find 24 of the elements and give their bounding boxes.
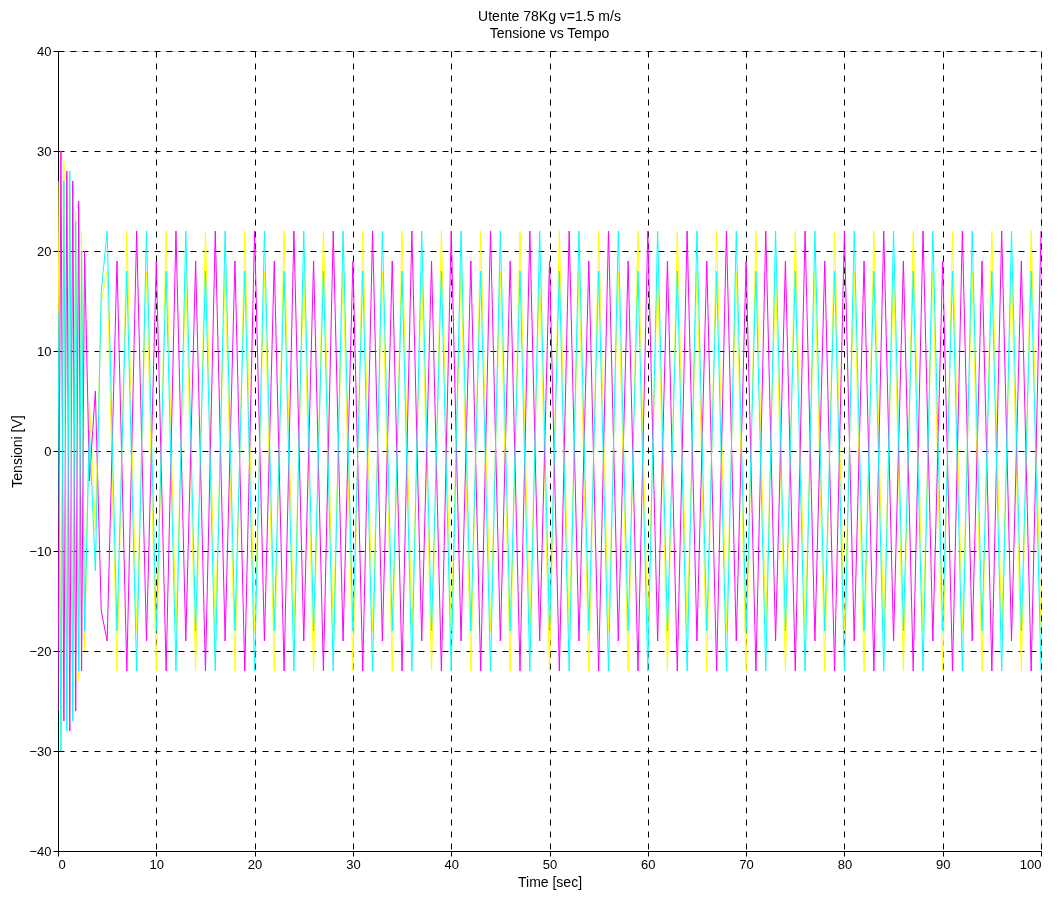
x-tick-label: 60 — [641, 856, 656, 872]
x-axis-title: Time [sec] — [517, 873, 583, 890]
y-tick-label: −40 — [29, 843, 52, 859]
y-tick-label: −10 — [29, 543, 52, 559]
y-tick-label: 30 — [37, 143, 52, 159]
x-tick-label: 30 — [346, 856, 361, 872]
y-axis-title: Tensioni [V] — [9, 415, 26, 488]
x-tick-label: 20 — [247, 856, 263, 872]
y-tick-label: −30 — [29, 743, 52, 759]
x-tick-label: 0 — [58, 856, 66, 872]
x-tick-label: 40 — [444, 856, 459, 872]
x-tick-label: 70 — [739, 856, 754, 872]
chart-subtitle: Tensione vs Tempo — [489, 25, 610, 41]
y-tick-label: 20 — [37, 243, 52, 259]
x-tick-label: 50 — [542, 856, 558, 872]
x-tick-label: 80 — [837, 856, 853, 872]
y-tick-label: 10 — [37, 343, 52, 359]
y-tick-label: 40 — [37, 43, 52, 59]
x-tick-label: 90 — [935, 856, 951, 872]
x-tick-label: 10 — [149, 856, 165, 872]
x-tick-label: 100 — [1019, 856, 1042, 872]
y-tick-label: −20 — [29, 643, 52, 659]
y-tick-label: 0 — [44, 443, 52, 459]
chart-title: Utente 78Kg v=1.5 m/s — [478, 8, 621, 24]
